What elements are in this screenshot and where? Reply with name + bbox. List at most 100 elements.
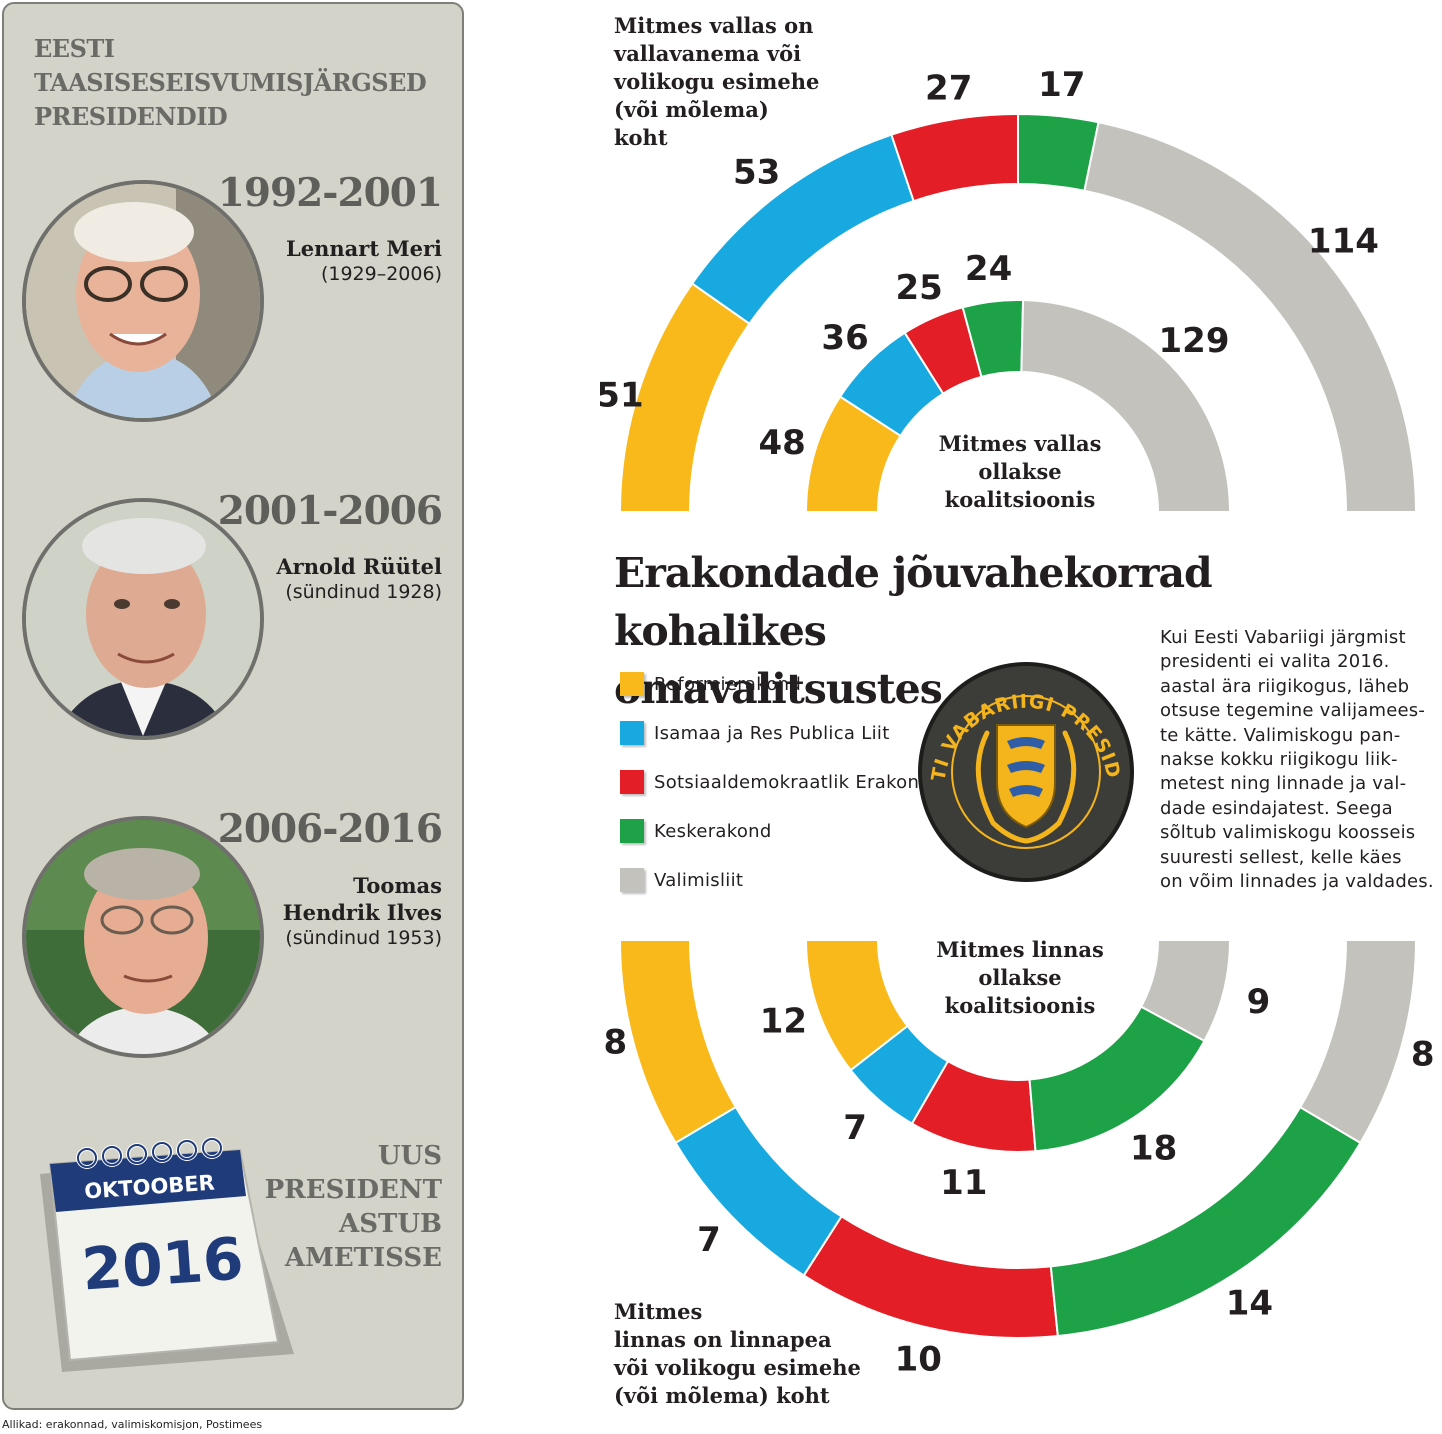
donut-segment [1139,939,1232,1043]
legend-label: Sotsiaaldemokraatlik Erakond [654,772,931,793]
chart-title-line: linnas on linnapea [614,1327,832,1352]
note-line: sõltub valimiskogu koosseis [1160,822,1416,844]
outer-chart-title: Mitmes vallas on vallavanema või volikog… [614,12,819,152]
legend-swatch [620,721,644,745]
note-line: suuresti sellest, kelle käes [1160,846,1402,868]
note-line: aastal ära riigikogus, läheb [1160,675,1410,697]
data-label: 129 [1159,321,1230,361]
donut-segment [1298,939,1418,1145]
chart-title-line: Mitmes linnas [936,937,1104,962]
chart-title-line: (või mõlema) koht [614,1383,830,1408]
data-label: 9 [1247,982,1271,1022]
sidebar-title-line: PRESIDENDID [34,102,228,131]
chart-title-line: või volikogu esimehe [614,1355,861,1380]
headline-line: omavalitsustes [614,665,943,713]
data-label: 7 [697,1220,721,1260]
note-line: on võim linnades ja valdades. [1160,871,1434,893]
legend-label: Valimisliit [654,870,744,891]
data-label: 17 [1038,65,1085,105]
donut-segment [1028,1005,1206,1153]
donut-segment [1049,1105,1362,1338]
data-label: 27 [925,69,972,109]
calendar-icon: OKTOOBER 2016 [32,1134,312,1384]
inner-chart-title: Mitmes vallas ollakse koalitsioonis [920,430,1120,514]
note-line: dade esindajatest. Seega [1160,797,1393,819]
presidents-sidebar: EESTI TAASISESEISVUMISJÄRGSED PRESIDENDI… [2,2,464,1410]
data-label: 51 [600,376,644,416]
outer-chart-title: Mitmes linnas on linnapea või volikogu e… [614,1298,861,1410]
data-label: 12 [760,1002,807,1042]
legend-swatch [620,868,644,892]
note-line: nakse kokku riigikogu liik- [1160,749,1398,771]
data-label: 14 [1226,1283,1273,1323]
sidebar-title-line: TAASISESEISVUMISJÄRGSED [34,68,427,97]
chart-title-line: koht [614,125,668,150]
president-years: 2006-2016 [217,806,443,852]
data-label: 8 [1411,1035,1435,1075]
new-president-line: UUS [377,1141,442,1171]
data-label: 114 [1308,221,1379,261]
bottom-chart-area: 8 7 10 14 8 12 7 11 18 9 Mitmes linnas ollakse ko… [600,930,1442,1430]
chart-title-line: Mitmes [614,1299,703,1324]
data-label: 36 [821,318,868,358]
legend-swatch [620,672,644,696]
data-label: 24 [965,249,1012,289]
data-label: 53 [733,152,780,192]
note-line: Kui Eesti Vabariigi järgmist [1160,627,1406,648]
donut-segment [890,112,1019,203]
chart-title-line: (või mõlema) [614,97,769,122]
chart-title-line: koalitsioonis [944,487,1096,512]
source-note: Allikad: erakonnad, valimiskomisjon, Pos… [2,1418,263,1431]
headline-line: Erakondade jõuvahekorrad kohalikes [614,549,1213,655]
data-label: 7 [843,1108,867,1148]
sidebar-title-line: EESTI [34,34,115,63]
chart-title-line: Mitmes vallas on [614,13,814,38]
president-years: 2001-2006 [217,488,443,534]
president-name: Lennart Meri [286,236,442,261]
chart-title-line: Mitmes vallas [938,431,1102,456]
new-president-line: AMETISSE [284,1243,442,1273]
note-line: te kätte. Valimiskogu pan- [1160,724,1401,746]
chart-title-line: volikogu esimehe [614,69,820,94]
donut-segment [1020,299,1232,513]
new-president-line: ASTUB [339,1209,442,1239]
chart-title-line: ollakse [978,965,1062,990]
portrait-photo [22,180,264,422]
data-label: 48 [758,423,805,463]
parish-donut-charts: 51 53 27 17 114 48 36 25 24 129 [596,65,1418,513]
legend-label: Keskerakond [654,821,772,842]
note-line: presidenti ei valita 2016. [1160,651,1390,673]
calendar-year: 2016 [80,1225,246,1304]
chart-title-line: koalitsioonis [944,993,1096,1018]
donut-segment [1083,121,1418,513]
portrait-photo [22,816,264,1058]
note-line: metest ning linnade ja val- [1160,773,1407,795]
chart-title-line: vallavanema või [614,41,802,66]
top-chart-area: 51 53 27 17 114 48 36 25 24 129 Mitmes vallas on … [596,0,1442,520]
legend-swatch [620,770,644,794]
info-note: Kui Eesti Vabariigi järgmist presidenti … [1160,626,1440,894]
new-president-text: UUS PRESIDENT ASTUB AMETISSE [265,1139,442,1275]
donut-segment [690,133,915,326]
president-name: Toomas [353,873,442,898]
legend-swatch [620,819,644,843]
legend-label: Isamaa ja Res Publica Liit [654,723,890,744]
president-lifespan: (1929–2006) [320,263,442,285]
data-label: 11 [940,1163,987,1203]
president-name: Hendrik Ilves [282,900,442,925]
president-name: Arnold Rüütel [276,554,442,579]
inner-chart-title: Mitmes linnas ollakse koalitsioonis [920,936,1120,1020]
data-label: 8 [603,1023,627,1063]
data-label: 18 [1130,1129,1177,1169]
data-label: 10 [895,1339,942,1379]
town-donut-charts: 8 7 10 14 8 12 7 11 18 9 [603,939,1435,1379]
legend-label: Reformierakond [654,674,802,695]
sidebar-title: EESTI TAASISESEISVUMISJÄRGSED PRESIDENDI… [34,32,427,134]
note-line: otsuse tegemine valijamees- [1160,700,1426,722]
president-lifespan: (sündinud 1928) [285,581,442,603]
president-years: 1992-2001 [217,170,443,216]
chart-title-line: ollakse [978,459,1062,484]
new-president-line: PRESIDENT [264,1175,442,1205]
presidential-seal-icon: EESTI VABARIIGI PRESIDENT [907,638,1137,885]
president-lifespan: (sündinud 1953) [285,927,442,949]
